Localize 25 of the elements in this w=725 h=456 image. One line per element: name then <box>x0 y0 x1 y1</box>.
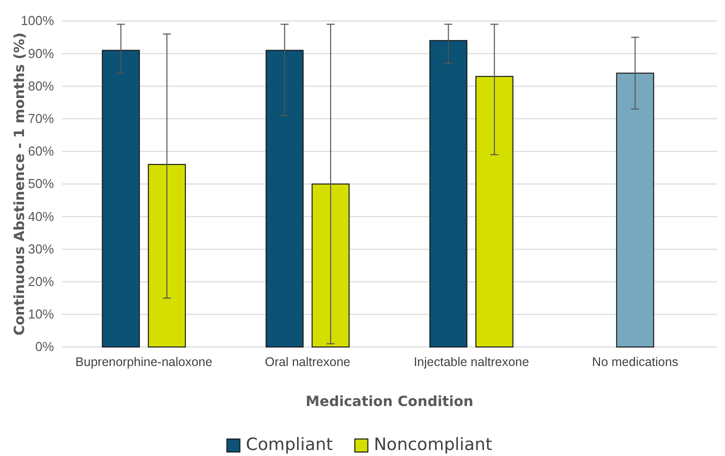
y-axis-title: Continuous Abstinence - 1 months (%) <box>12 32 28 336</box>
y-tick-label: 20% <box>28 274 54 289</box>
x-tick-label: No medications <box>592 354 678 369</box>
y-tick-label: 80% <box>28 78 54 94</box>
y-tick-label: 50% <box>28 176 54 192</box>
bar <box>312 184 350 348</box>
legend-label: Noncompliant <box>374 435 492 455</box>
x-tick-label: Buprenorphine-naloxone <box>75 354 212 369</box>
y-tick-label: 10% <box>28 306 54 322</box>
y-tick-label: 70% <box>28 110 54 126</box>
y-tick-label: 40% <box>28 208 54 224</box>
y-tick-label: 60% <box>28 144 54 159</box>
legend-label: Compliant <box>246 435 334 455</box>
bar <box>429 40 468 348</box>
bar <box>102 50 140 348</box>
y-tick-label: 0% <box>35 339 54 354</box>
x-axis-title: Medication Condition <box>306 394 474 410</box>
bar <box>266 50 304 348</box>
y-tick-label: 100% <box>20 13 54 28</box>
x-tick-label: Oral naltrexone <box>264 354 350 369</box>
y-tick-label: 90% <box>28 46 54 61</box>
y-tick-label: 30% <box>28 241 54 256</box>
x-tick-label: Injectable naltrexone <box>414 354 530 369</box>
bar <box>148 164 186 348</box>
bar <box>475 76 514 348</box>
